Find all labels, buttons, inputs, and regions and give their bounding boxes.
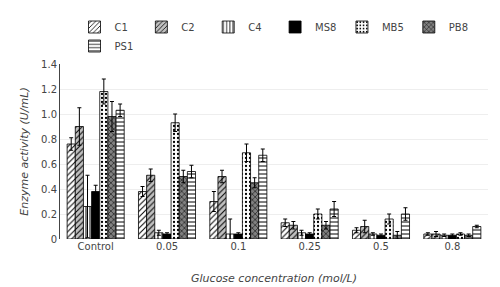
svg-text:PS1: PS1 [115, 41, 134, 52]
svg-text:Enzyme activity (U/mL): Enzyme activity (U/mL) [18, 87, 31, 215]
svg-text:0.5: 0.5 [373, 241, 389, 252]
svg-text:0.8: 0.8 [41, 134, 57, 145]
svg-text:0.05: 0.05 [156, 241, 178, 252]
svg-text:1.2: 1.2 [41, 84, 57, 95]
svg-text:0.8: 0.8 [444, 241, 460, 252]
svg-text:C2: C2 [181, 22, 194, 33]
svg-text:1.0: 1.0 [41, 109, 57, 120]
svg-text:0.1: 0.1 [230, 241, 246, 252]
svg-text:0.25: 0.25 [299, 241, 321, 252]
svg-text:C4: C4 [248, 22, 261, 33]
svg-text:PB8: PB8 [449, 22, 468, 33]
svg-text:0.6: 0.6 [41, 159, 57, 170]
svg-text:MS8: MS8 [315, 22, 336, 33]
svg-text:0: 0 [51, 234, 57, 245]
svg-text:MB5: MB5 [382, 22, 404, 33]
svg-text:0.2: 0.2 [41, 209, 57, 220]
svg-text:1.4: 1.4 [41, 59, 57, 70]
svg-text:C1: C1 [115, 22, 128, 33]
svg-text:0.4: 0.4 [41, 184, 57, 195]
svg-text:Glucose concentration (mol/L): Glucose concentration (mol/L) [191, 272, 357, 285]
svg-text:Control: Control [78, 241, 114, 252]
